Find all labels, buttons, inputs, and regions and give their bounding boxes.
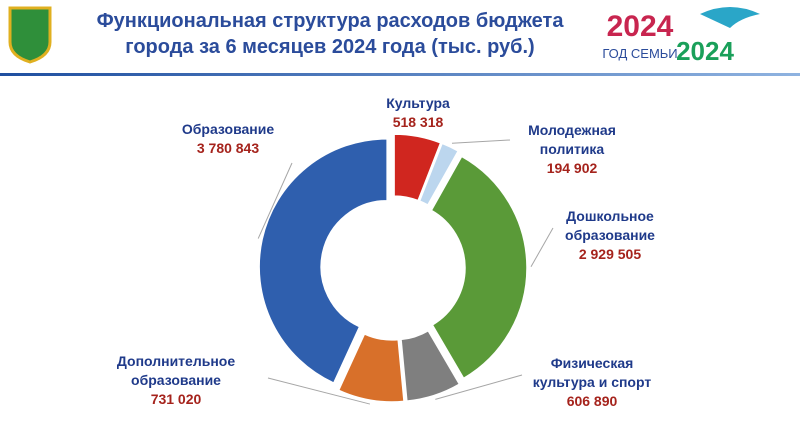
category-label: Дошкольное образование	[565, 208, 655, 243]
value-label: 518 318	[392, 114, 444, 130]
category-label: Дополнительное образование	[116, 353, 236, 388]
leader-line	[267, 377, 371, 405]
bird-logo	[700, 7, 760, 28]
title-line: города за 6 месяцев 2024 года (тыс. руб.…	[125, 36, 535, 58]
donut-slice	[393, 133, 442, 202]
slice-label: Дополнительное образование 731 020	[117, 352, 235, 409]
value-label: 3 780 843	[196, 140, 260, 156]
leader-line	[435, 374, 523, 400]
slice-label: Образование 3 780 843	[182, 120, 274, 158]
slice-label: Молодежная политика 194 902	[528, 121, 616, 178]
logo-year: 2024	[607, 10, 674, 43]
category-label: Культура	[386, 95, 450, 111]
value-label: 2 929 505	[578, 246, 642, 262]
donut-slice	[400, 329, 461, 402]
donut-slice	[430, 155, 528, 380]
donut-slice	[258, 137, 388, 385]
value-label: 606 890	[566, 393, 618, 409]
logo-caption: ГОД СЕМЬИ	[602, 46, 677, 61]
category-label: Молодежная политика	[528, 122, 616, 157]
logo2-year: 2024	[676, 36, 734, 66]
leader-line	[530, 227, 554, 268]
donut-slice	[337, 332, 405, 403]
leader-line	[451, 139, 511, 144]
donut-slice	[418, 142, 460, 207]
category-label: Физическая культура и спорт	[532, 355, 652, 390]
category-label: Образование	[181, 121, 275, 137]
header-line	[0, 73, 800, 76]
slice-label: Физическая культура и спорт 606 890	[533, 354, 651, 411]
leader-line	[257, 162, 293, 239]
city-logo	[8, 6, 52, 64]
value-label: 731 020	[150, 391, 202, 407]
title: Функциональная структура расходов бюджет…	[60, 8, 600, 60]
slice-label: Культура 518 318	[386, 94, 450, 132]
slice-label: Дошкольное образование 2 929 505	[565, 207, 655, 264]
value-label: 194 902	[546, 160, 598, 176]
title-line: Функциональная структура расходов бюджет…	[96, 10, 564, 32]
